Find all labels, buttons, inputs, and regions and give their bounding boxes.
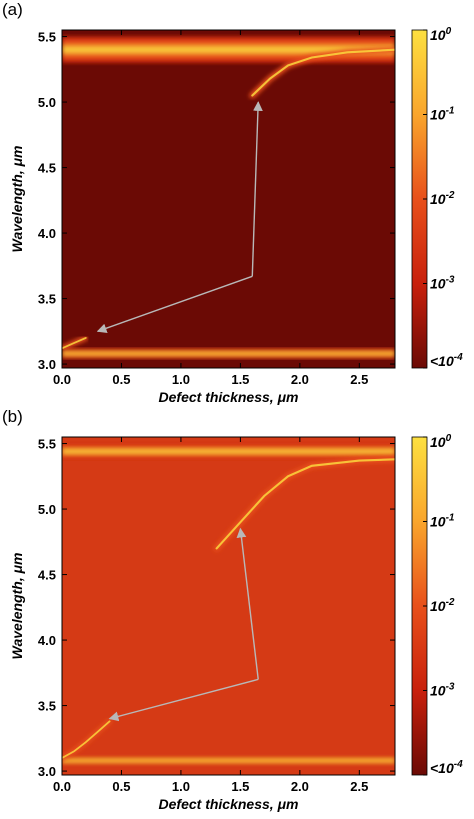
colorbar-tick-label: 10-2 — [430, 190, 455, 207]
y-tick-label: 4.0 — [38, 226, 56, 241]
y-tick-label: 3.0 — [38, 764, 56, 779]
transmission-band — [62, 348, 395, 359]
x-tick-label: 2.5 — [350, 779, 368, 794]
x-tick-label: 1.5 — [231, 779, 249, 794]
defect-mode-lower-curve-core — [62, 720, 111, 759]
x-tick-label: 0.5 — [112, 779, 130, 794]
y-tick-label: 5.0 — [38, 502, 56, 517]
x-tick-label: 0.0 — [53, 779, 71, 794]
colorbar-tick-label: 10-2 — [430, 597, 455, 614]
colorbar-tick-label: 100 — [430, 433, 452, 450]
colorbar-tick-label: 100 — [430, 26, 452, 43]
y-tick-label: 3.5 — [38, 292, 56, 307]
x-axis-title: Defect thickness, μm — [159, 796, 299, 812]
panel-b: (b) 0.0 0.5 1.0 1.5 2.0 2.5 3.0 3.5 4.0 4.5 5.0 5.5… — [0, 407, 474, 814]
panel-a-label: (a) — [2, 0, 23, 19]
transmission-band — [62, 755, 395, 766]
x-tick-label: 1.5 — [231, 372, 249, 387]
y-tick-label: 5.0 — [38, 95, 56, 110]
x-tick-label: 2.5 — [350, 372, 368, 387]
y-tick-label: 4.5 — [38, 568, 56, 583]
x-tick-label: 0.5 — [112, 372, 130, 387]
y-tick-label: 4.0 — [38, 633, 56, 648]
plot-frame — [61, 29, 396, 369]
defect-mode-curve-core — [251, 48, 395, 97]
colorbar-tick-label: 10-3 — [430, 682, 455, 699]
y-tick-label: 5.5 — [38, 30, 56, 45]
y-tick-label: 5.5 — [38, 437, 56, 452]
defect-mode-lower-curve-core — [62, 337, 87, 350]
plot-frame — [61, 436, 396, 776]
heatmap-background — [62, 30, 395, 368]
x-tick-label: 2.0 — [291, 372, 309, 387]
x-axis-title: Defect thickness, μm — [159, 389, 299, 405]
y-tick-label: 4.5 — [38, 161, 56, 176]
y-tick-label: 3.5 — [38, 699, 56, 714]
defect-mode-curve-core — [215, 458, 395, 550]
transmission-band — [62, 443, 395, 460]
transmission-band — [62, 36, 395, 63]
panel-a: (a) 0.0 0.5 1.0 1.5 2.0 2.5 3.0 3.5 4.0 4.5 5.0 5.5… — [0, 0, 474, 407]
colorbar-tick-label: 10-1 — [430, 513, 455, 530]
heatmap-a-svg: 0.0 0.5 1.0 1.5 2.0 2.5 3.0 3.5 4.0 4.5 5.0 5.5 Defe… — [9, 26, 463, 405]
heatmap-b-svg: 0.0 0.5 1.0 1.5 2.0 2.5 3.0 3.5 4.0 4.5 5.0 5.5 Defe… — [9, 433, 463, 812]
y-axis-title: Wavelength, μm — [9, 553, 25, 660]
colorbar-tick-label: 10-3 — [430, 275, 455, 292]
colorbar-tick-label: <10-4 — [430, 352, 463, 369]
x-tick-label: 0.0 — [53, 372, 71, 387]
x-tick-label: 1.0 — [172, 372, 190, 387]
arrow-lower — [108, 678, 259, 722]
heatmap-area — [62, 437, 395, 775]
arrow-lower — [96, 275, 253, 333]
arrow-upper — [251, 101, 263, 277]
y-axis-title: Wavelength, μm — [9, 146, 25, 253]
x-tick-label: 2.0 — [291, 779, 309, 794]
heatmap-background — [62, 437, 395, 775]
arrow-upper — [236, 527, 259, 680]
heatmap-area — [62, 30, 395, 368]
x-tick-label: 1.0 — [172, 779, 190, 794]
colorbar-tick-label: 10-1 — [430, 106, 455, 123]
y-tick-label: 3.0 — [38, 357, 56, 372]
panel-b-label: (b) — [2, 407, 23, 426]
colorbar-tick-label: <10-4 — [430, 759, 463, 776]
